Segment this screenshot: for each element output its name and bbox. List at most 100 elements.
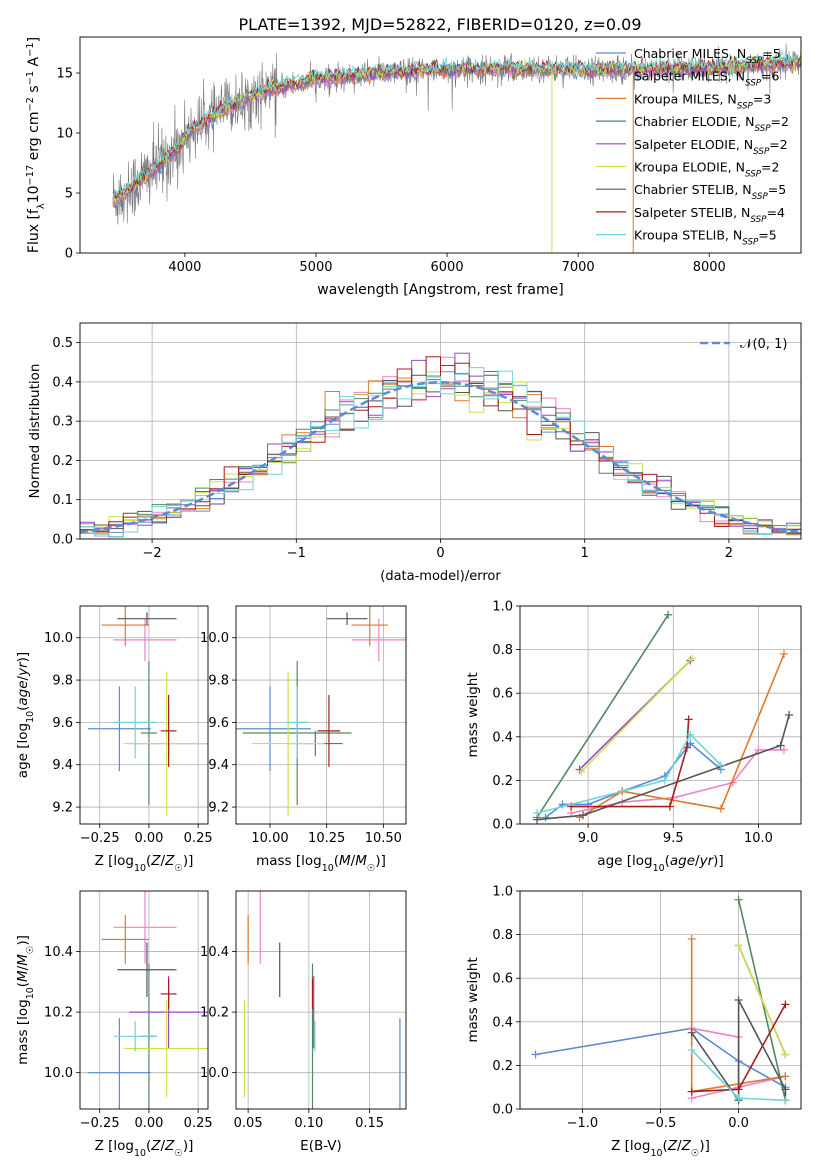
- y-tick-label: 0.5: [52, 336, 73, 351]
- weight-point-kroupa_miles: [781, 1072, 790, 1081]
- x-axis-label: age [log10(age/yr)]: [597, 853, 723, 874]
- weight-point-salpeter_stelib: [687, 1087, 696, 1096]
- x-tick-label: 10.00: [251, 831, 288, 846]
- weight-point-salpeter_stelib: [682, 743, 691, 752]
- x-tick-label: 7000: [562, 260, 595, 275]
- weight-point-chabrier_elodie: [734, 895, 743, 904]
- y-axis-label: Flux [fλ10−17 erg cm−2 s−1 A−1]: [25, 37, 47, 253]
- residuals-panel: −2 −1 0 1 2 0.0 0.1 0.2 0.3 0.4 0.5 𝒩(0, 1) (data-mo…: [27, 322, 802, 584]
- y-tick-label: 9.2: [52, 801, 73, 816]
- weight-point-kroupa_stelib: [686, 730, 695, 739]
- x-tick-label: 0.25: [184, 1116, 213, 1131]
- z-weight-panel: −1.0 −0.5 0.0 0.0 0.2 0.4 0.6 0.8 1.0 Z [log10(Z/…: [465, 885, 802, 1159]
- mass-age-panel: 10.00 10.25 10.50 9.2 9.4 9.6 9.8 10.0 mass [log…: [200, 605, 407, 874]
- weight-point-salpeter_stelib: [684, 715, 693, 724]
- x-tick-label: −0.5: [645, 1116, 677, 1131]
- y-tick-label: 10.4: [44, 945, 73, 960]
- legend-label: Chabrier ELODIE, NSSP=2: [634, 114, 789, 134]
- y-tick-label: 0: [65, 247, 73, 262]
- x-tick-label: 10.50: [365, 831, 402, 846]
- histogram-kroupa_stelib: [80, 367, 801, 537]
- y-tick-label: 0.2: [492, 1059, 513, 1074]
- x-tick-label: 0.05: [234, 1116, 263, 1131]
- spectrum-model-kroupa_stelib: [112, 49, 801, 197]
- weight-line-chabrier_elodie: [536, 614, 669, 818]
- spectrum-model-kroupa_elodie: [112, 51, 801, 203]
- y-tick-label: 0.0: [492, 818, 513, 833]
- legend-label: Kroupa MILES, NSSP=3: [634, 91, 771, 111]
- legend-label: Chabrier STELIB, NSSP=5: [634, 182, 786, 202]
- legend-label: Kroupa ELODIE, NSSP=2: [634, 160, 779, 180]
- x-tick-label: 8000: [693, 260, 726, 275]
- weight-lines: [531, 895, 790, 1105]
- y-tick-label: 0.4: [492, 1015, 513, 1030]
- axes-frame: [79, 322, 802, 540]
- x-tick-label: 0.10: [294, 1116, 323, 1131]
- weight-line-chabrier_miles: [535, 1027, 786, 1088]
- axes-frame: [235, 890, 407, 1110]
- weight-line-kroupa_elodie: [580, 657, 693, 773]
- ebv-mass-panel: 0.05 0.10 0.15 10.0 10.2 10.4 E(B-V): [200, 890, 407, 1154]
- z-mass-panel: −0.25 0.00 0.25 10.0 10.2 10.4 Z [log10(Z/Z☉)]…: [15, 890, 213, 1159]
- x-tick-label: −1: [287, 546, 306, 561]
- error-crosses: [243, 891, 401, 1109]
- weight-point-salpeter_stelib: [734, 1085, 743, 1094]
- weight-point-kroupa_miles: [687, 934, 696, 943]
- y-tick-label: 0.8: [492, 928, 513, 943]
- x-tick-label: 6000: [431, 260, 464, 275]
- y-tick-label: 5: [65, 187, 73, 202]
- y-axis-label: mass weight: [465, 957, 481, 1042]
- y-tick-label: 9.4: [52, 758, 73, 773]
- weight-point-kroupa_miles: [779, 649, 788, 658]
- weight-line-kroupa_stelib: [536, 733, 722, 814]
- legend-label: Salpeter STELIB, NSSP=4: [634, 205, 785, 225]
- y-axis-label: mass [log10(M/M☉)]: [15, 935, 36, 1065]
- weight-point-kroupa_elodie: [577, 767, 586, 776]
- weight-line-salpeter_stelib: [571, 719, 690, 808]
- y-axis-label: Normed distribution: [27, 364, 43, 499]
- legend-label: Chabrier MILES, NSSP=5: [634, 46, 781, 66]
- y-tick-label: 10.0: [44, 1066, 73, 1081]
- x-tick-label: 5000: [299, 260, 332, 275]
- y-tick-label: 10.2: [44, 1006, 73, 1021]
- x-tick-label: −1.0: [567, 1116, 599, 1131]
- y-tick-label: 9.6: [208, 716, 229, 731]
- y-tick-label: 0.4: [492, 730, 513, 745]
- x-tick-label: −0.25: [80, 831, 120, 846]
- normal-curve: [80, 381, 799, 534]
- axes-frame: [519, 890, 802, 1110]
- spectrum-legend: Chabrier MILES, NSSP=5 Salpeter MILES, NS…: [596, 46, 789, 248]
- weight-point-salpeter_miles: [779, 745, 788, 754]
- weight-point-chabrier_stelib: [734, 996, 743, 1004]
- x-tick-label: −0.25: [80, 1116, 120, 1131]
- weight-point-kroupa_elodie: [781, 1050, 790, 1059]
- x-axis-label: wavelength [Angstrom, rest frame]: [317, 282, 563, 298]
- weight-lines: [533, 610, 794, 824]
- y-axis-label: mass weight: [465, 672, 481, 757]
- axes-frame: [79, 605, 209, 825]
- x-tick-label: 9.0: [578, 831, 599, 846]
- weight-point-chabrier_elodie: [664, 610, 673, 619]
- x-tick-label: 0.15: [355, 1116, 384, 1131]
- y-tick-label: 10.0: [200, 631, 229, 646]
- spectrum-lines: [112, 41, 801, 253]
- weight-point-salpeter_stelib: [665, 802, 674, 811]
- legend-label: 𝒩(0, 1): [740, 337, 787, 352]
- y-tick-label: 0.0: [52, 533, 73, 548]
- axes-frame: [235, 605, 407, 825]
- x-tick-label: −2: [143, 546, 162, 561]
- weight-point-chabrier_stelib: [579, 811, 588, 820]
- x-axis-label: Z [log10(Z/Z☉)]: [611, 1138, 710, 1159]
- y-tick-label: 0.8: [492, 643, 513, 658]
- y-tick-label: 9.6: [52, 716, 73, 731]
- y-tick-label: 0.0: [492, 1103, 513, 1118]
- error-crosses: [87, 606, 208, 816]
- y-tick-label: 10.4: [200, 945, 229, 960]
- error-crosses: [236, 606, 406, 816]
- axes-frame: [519, 605, 802, 825]
- y-tick-label: 0.4: [52, 375, 73, 390]
- weight-point-kroupa_elodie: [734, 941, 743, 950]
- x-tick-label: 9.5: [663, 831, 684, 846]
- weight-point-kroupa_stelib: [716, 761, 725, 770]
